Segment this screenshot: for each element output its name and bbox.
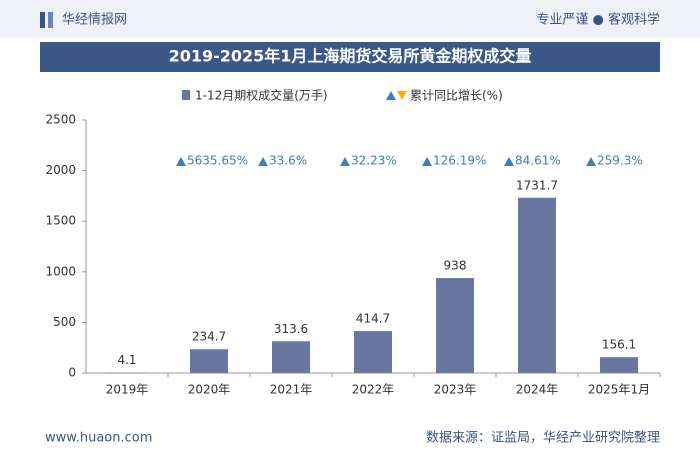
x-tick-label: 2023年 (434, 383, 477, 397)
growth-label: 33.6% (269, 154, 307, 168)
x-tick-label: 2025年1月 (588, 383, 650, 397)
footer-site: www.huaon.com (45, 431, 152, 446)
growth-marker (340, 157, 350, 166)
chart-title: 2019-2025年1月上海期货交易所黄金期权成交量 (169, 47, 532, 66)
title-bar (40, 42, 660, 72)
x-tick-label: 2022年 (352, 383, 395, 397)
bar (190, 349, 228, 373)
brand: 华经情报网 (62, 13, 127, 28)
growth-marker (258, 157, 268, 166)
slogan: 专业严谨 ● 客观科学 (536, 12, 660, 28)
growth-marker (176, 157, 186, 166)
growth-marker (586, 157, 596, 166)
x-tick-label: 2019年 (106, 383, 149, 397)
y-tick-label: 1500 (45, 214, 76, 228)
y-tick-label: 500 (53, 315, 76, 329)
x-tick-label: 2021年 (270, 383, 313, 397)
y-tick-label: 1000 (45, 264, 76, 278)
bar (600, 357, 638, 373)
data-label: 156.1 (602, 338, 636, 352)
footer-source: 数据来源：证监局，华经产业研究院整理 (426, 431, 660, 446)
data-label: 1731.7 (516, 178, 558, 192)
logo (40, 12, 45, 28)
growth-marker (422, 157, 432, 166)
logo (48, 12, 53, 28)
header-bg (0, 0, 700, 38)
growth-label: 32.23% (351, 154, 397, 168)
bar (436, 278, 474, 373)
growth-label: 126.19% (433, 154, 486, 168)
legend-label: 累计同比增长(%) (410, 89, 503, 103)
legend-marker (397, 91, 407, 100)
legend-swatch (182, 90, 190, 100)
y-tick-label: 2500 (45, 113, 76, 127)
data-label: 938 (444, 259, 467, 273)
x-tick-label: 2020年 (188, 383, 231, 397)
bar (518, 197, 556, 373)
bar (354, 331, 392, 373)
data-label: 313.6 (274, 322, 308, 336)
growth-label: 5635.65% (187, 154, 248, 168)
data-label: 234.7 (192, 330, 226, 344)
data-label: 414.7 (356, 312, 390, 326)
growth-marker (504, 157, 514, 166)
growth-label: 84.61% (515, 154, 561, 168)
legend-label: 1-12月期权成交量(万手) (195, 88, 328, 103)
data-label: 4.1 (117, 353, 136, 367)
bar (272, 341, 310, 373)
growth-label: 259.3% (597, 154, 643, 168)
x-tick-label: 2024年 (516, 383, 559, 397)
y-tick-label: 0 (68, 366, 76, 380)
legend-marker (386, 91, 396, 100)
y-tick-label: 2000 (45, 163, 76, 177)
